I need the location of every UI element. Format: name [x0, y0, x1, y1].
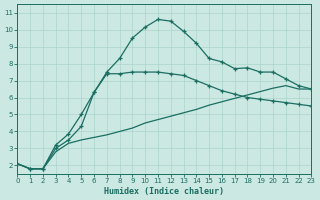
- X-axis label: Humidex (Indice chaleur): Humidex (Indice chaleur): [104, 187, 224, 196]
